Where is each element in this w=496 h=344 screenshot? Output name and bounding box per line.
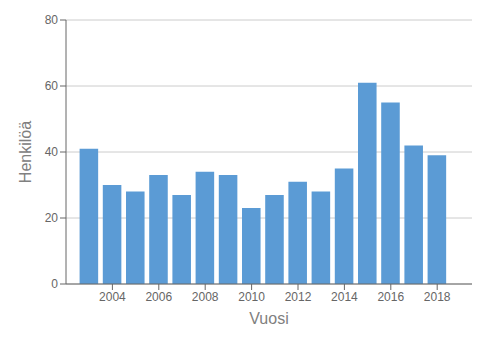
svg-text:2004: 2004	[99, 290, 126, 304]
svg-text:2018: 2018	[424, 290, 451, 304]
svg-text:0: 0	[51, 277, 58, 291]
svg-text:2006: 2006	[145, 290, 172, 304]
svg-text:2016: 2016	[377, 290, 404, 304]
svg-text:Henkilöä: Henkilöä	[17, 121, 34, 183]
svg-text:2014: 2014	[331, 290, 358, 304]
svg-text:40: 40	[45, 145, 59, 159]
svg-text:60: 60	[45, 79, 59, 93]
svg-text:Vuosi: Vuosi	[249, 310, 288, 327]
svg-text:80: 80	[45, 13, 59, 27]
svg-text:20: 20	[45, 211, 59, 225]
svg-text:2012: 2012	[285, 290, 312, 304]
svg-text:2010: 2010	[238, 290, 265, 304]
svg-text:2008: 2008	[192, 290, 219, 304]
